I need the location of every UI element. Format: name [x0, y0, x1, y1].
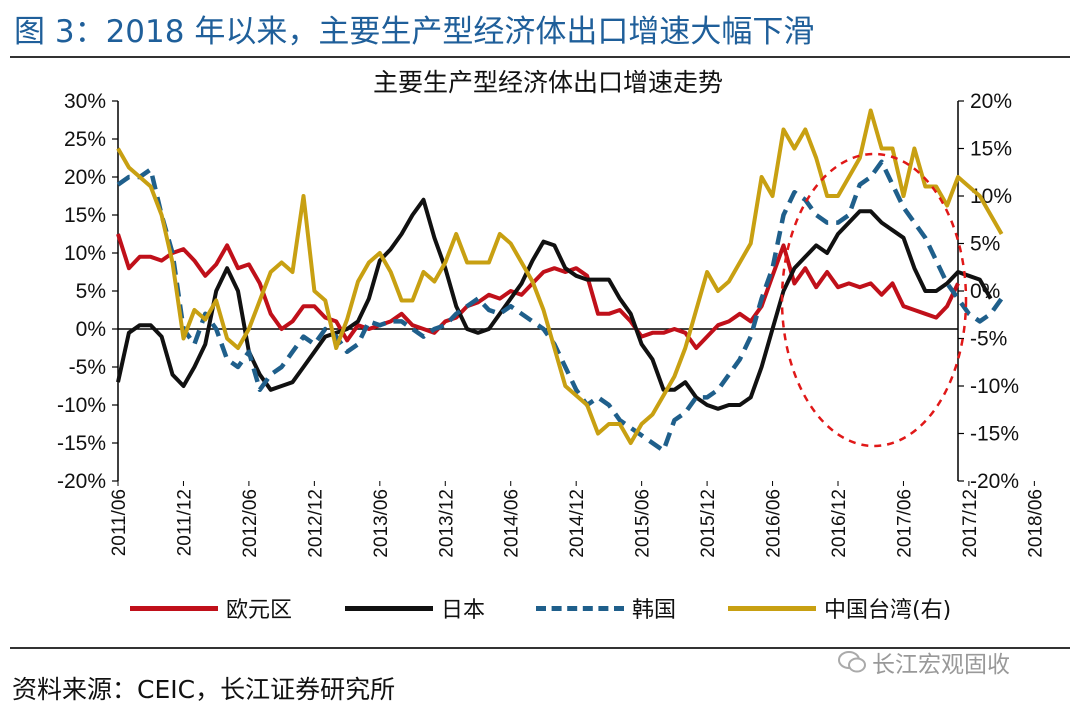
series-japan-line: [116, 197, 993, 411]
legend-swatch-eurozone: [130, 605, 218, 611]
x-tick-label: 2014/12: [567, 489, 588, 558]
right-tick-label: 20%: [970, 90, 1012, 113]
left-tick-label: -15%: [57, 432, 106, 455]
source-note: 资料来源：CEIC，长江证券研究所: [12, 675, 396, 704]
line-chart: 主要生产型经济体出口增速走势 30% 25% 20% 15% 10% 5% 0% -5% -10%…: [57, 69, 1046, 558]
legend-item-japan: 日本: [345, 592, 485, 624]
legend-swatch-japan: [345, 605, 433, 611]
right-tick-label: -5%: [970, 328, 1007, 351]
bottom-divider: [10, 647, 1070, 649]
legend-swatch-taiwan: [728, 605, 816, 611]
watermark: 长江宏观固收: [838, 645, 1010, 679]
series-taiwan-line: [116, 108, 1004, 445]
x-tick-label: 2014/06: [502, 489, 523, 558]
left-tick-label: 30%: [64, 90, 106, 113]
right-tick-label: 10%: [970, 185, 1012, 208]
watermark-text: 长江宏观固收: [872, 652, 1010, 678]
x-tick-label: 2012/12: [305, 489, 326, 558]
left-tick-label: 20%: [64, 166, 106, 189]
figure-title: 图 3：2018 年以来，主要生产型经济体出口增速大幅下滑: [14, 14, 815, 50]
series-korea-line: [116, 159, 1004, 453]
right-tick-label: -20%: [970, 470, 1019, 493]
x-tick-label: 2011/12: [174, 489, 195, 556]
legend-label-korea: 韩国: [632, 598, 677, 623]
left-tick-label: 0%: [76, 318, 106, 341]
legend-item-taiwan: 中国台湾(右): [728, 592, 951, 624]
chart-title: 主要生产型经济体出口增速走势: [373, 69, 723, 97]
legend-label-japan: 日本: [441, 598, 486, 623]
x-tick-label: 2017/06: [894, 489, 915, 558]
x-tick-label: 2017/12: [960, 489, 981, 558]
chart-legend: 欧元区 日本 韩国 中国台湾(右): [0, 592, 1080, 624]
right-tick-label: 5%: [970, 233, 1000, 256]
left-tick-label: -10%: [57, 394, 106, 417]
legend-label-taiwan: 中国台湾(右): [824, 598, 952, 623]
left-tick-label: -20%: [57, 470, 106, 493]
series-eurozone-line: [116, 233, 960, 350]
right-tick-label: -15%: [970, 423, 1019, 446]
x-tick-label: 2018/06: [1025, 489, 1046, 558]
right-tick-label: -10%: [970, 375, 1019, 398]
x-tick-label: 2013/06: [371, 489, 392, 558]
x-tick-label: 2011/06: [109, 489, 130, 556]
legend-item-korea: 韩国: [536, 592, 676, 624]
left-tick-label: 15%: [64, 204, 106, 227]
legend-swatch-korea: [536, 605, 624, 611]
highlight-ellipse: [780, 152, 968, 448]
x-tick-label: 2013/12: [436, 489, 457, 558]
left-tick-label: -5%: [69, 356, 106, 379]
left-tick-label: 5%: [76, 280, 106, 303]
right-tick-label: 15%: [970, 138, 1012, 161]
wechat-icon: [838, 651, 866, 673]
left-tick-label: 25%: [64, 128, 106, 151]
top-divider: [10, 56, 1070, 58]
x-tick-label: 2016/12: [829, 489, 850, 558]
left-tick-label: 10%: [64, 242, 106, 265]
x-tick-label: 2012/06: [240, 489, 261, 558]
x-tick-label: 2015/06: [633, 489, 654, 558]
x-tick-label: 2016/06: [764, 489, 785, 558]
legend-item-eurozone: 欧元区: [130, 592, 292, 624]
legend-label-eurozone: 欧元区: [226, 598, 293, 623]
x-tick-label: 2015/12: [698, 489, 719, 558]
